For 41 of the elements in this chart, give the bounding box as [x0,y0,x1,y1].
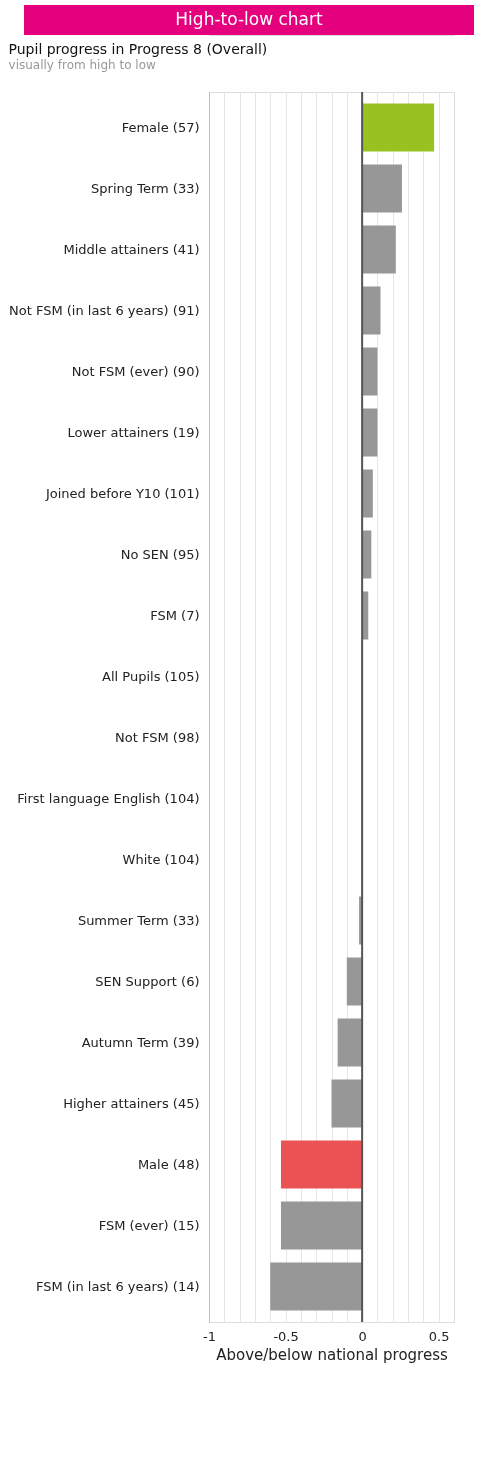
y-tick-label: First language English (104) [17,791,200,806]
y-tick-label: FSM (in last 6 years) (14) [35,1279,200,1294]
y-tick-label: Higher attainers (45) [63,1096,200,1111]
chart-title: High-to-low chart [175,9,323,29]
x-tick-label: 0 [358,1328,367,1344]
x-tick-label: 0.5 [428,1328,450,1344]
bar [362,408,378,457]
y-tick-label: Not FSM (98) [115,730,200,745]
x-axis-title: Above/below national progress [216,1345,448,1364]
bar [362,164,402,213]
y-tick-label: Male (48) [137,1157,200,1172]
bar [331,1079,363,1128]
y-tick-label: FSM (7) [150,608,200,623]
text: visually from high to low [8,58,157,72]
bar [362,286,381,335]
y-tick-label: Female (57) [121,120,200,135]
bar [362,225,396,274]
y-tick-label: Middle attainers (41) [63,242,200,257]
y-tick-label: Joined before Y10 (101) [44,486,200,501]
bar [270,1262,363,1311]
y-tick-label: No SEN (95) [120,547,200,562]
bar [337,1018,363,1067]
bar [362,347,378,396]
y-tick-label: Not FSM (in last 6 years) (91) [9,303,200,318]
x-tick-label: -0.5 [273,1328,299,1344]
y-tick-label: Summer Term (33) [77,913,200,928]
y-tick-label: Lower attainers (19) [67,425,200,440]
bar [362,469,373,518]
chart-subtitle: Pupil progress in Progress 8 (Overall) [8,41,268,57]
y-tick-label: Spring Term (33) [91,181,200,196]
bar [280,1140,363,1189]
y-tick-label: White (104) [122,852,200,867]
y-tick-label: All Pupils (105) [102,669,200,684]
y-tick-label: SEN Support (6) [95,974,200,989]
bar [280,1201,363,1250]
bar [362,103,435,152]
bar [346,957,363,1006]
x-tick-label: -1 [203,1328,216,1344]
y-tick-label: Not FSM (ever) (90) [71,364,200,379]
y-tick-label: FSM (ever) (15) [98,1218,200,1233]
y-tick-label: Autumn Term (39) [81,1035,200,1050]
